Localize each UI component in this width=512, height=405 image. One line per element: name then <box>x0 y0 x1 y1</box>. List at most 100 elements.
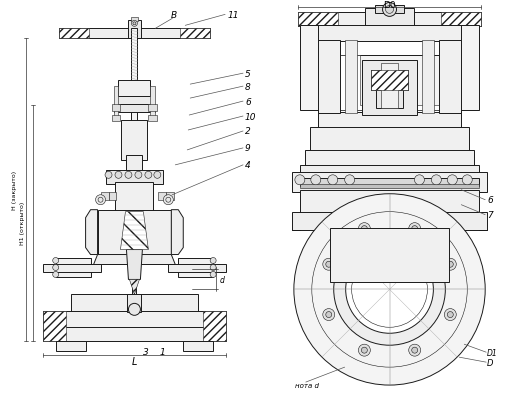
Bar <box>330 228 450 283</box>
Bar <box>441 13 481 27</box>
Polygon shape <box>320 56 459 111</box>
Text: 6: 6 <box>245 97 251 106</box>
Circle shape <box>210 258 216 264</box>
Polygon shape <box>126 250 142 280</box>
Circle shape <box>132 21 137 27</box>
Bar <box>300 178 479 186</box>
Bar <box>361 61 417 116</box>
Circle shape <box>210 272 216 278</box>
Bar <box>148 116 157 121</box>
Text: D1: D1 <box>487 348 498 357</box>
Text: 5: 5 <box>245 70 251 79</box>
Circle shape <box>386 6 394 14</box>
Polygon shape <box>120 212 148 250</box>
Bar <box>132 18 138 22</box>
Circle shape <box>154 172 161 179</box>
Circle shape <box>294 194 485 385</box>
Text: L: L <box>132 356 137 366</box>
Text: D0: D0 <box>383 1 396 10</box>
Circle shape <box>409 223 421 235</box>
Bar <box>300 190 479 215</box>
Bar <box>42 265 100 273</box>
Circle shape <box>163 195 173 205</box>
Circle shape <box>115 172 122 179</box>
Circle shape <box>210 265 216 271</box>
Bar <box>371 71 409 91</box>
Circle shape <box>382 3 396 17</box>
Bar <box>375 6 404 14</box>
Circle shape <box>412 226 418 232</box>
Bar <box>310 128 470 158</box>
Bar <box>121 121 147 160</box>
Text: D: D <box>487 358 494 367</box>
Bar <box>168 265 226 273</box>
Text: 9: 9 <box>245 144 251 153</box>
Bar <box>318 113 461 129</box>
Bar <box>59 29 89 39</box>
Polygon shape <box>42 311 66 341</box>
Text: 4: 4 <box>245 161 251 170</box>
Bar <box>114 87 118 117</box>
Circle shape <box>323 259 335 271</box>
Circle shape <box>334 234 445 345</box>
Circle shape <box>53 265 59 271</box>
Circle shape <box>328 175 338 185</box>
Bar <box>112 105 120 112</box>
Bar <box>298 13 481 27</box>
Circle shape <box>412 347 418 353</box>
Bar <box>42 311 226 329</box>
Circle shape <box>432 175 441 185</box>
Bar <box>112 116 120 121</box>
Bar <box>318 41 339 114</box>
Bar <box>178 258 213 278</box>
Circle shape <box>444 259 456 271</box>
Text: 11: 11 <box>227 11 239 20</box>
Circle shape <box>105 172 112 179</box>
Circle shape <box>96 195 105 205</box>
Bar <box>376 91 403 109</box>
Bar <box>183 341 213 351</box>
Text: нота d: нота d <box>295 382 319 388</box>
Bar <box>116 182 154 212</box>
Bar <box>129 21 141 39</box>
Polygon shape <box>172 210 183 255</box>
Text: 10: 10 <box>245 112 257 121</box>
Bar <box>422 41 434 114</box>
Text: 2: 2 <box>245 127 251 136</box>
Bar <box>148 105 157 112</box>
Bar <box>292 173 487 192</box>
Bar <box>118 81 151 103</box>
Circle shape <box>53 272 59 278</box>
Text: H (закрыто): H (закрыто) <box>12 171 17 210</box>
Bar <box>126 156 142 175</box>
Bar <box>345 41 357 114</box>
Polygon shape <box>130 280 139 295</box>
Circle shape <box>295 175 305 185</box>
Circle shape <box>414 175 424 185</box>
Circle shape <box>53 258 59 264</box>
Bar <box>132 29 137 164</box>
Bar <box>158 192 166 200</box>
Polygon shape <box>94 255 175 265</box>
Bar <box>42 328 226 341</box>
Bar <box>109 192 117 200</box>
Bar <box>114 105 155 113</box>
Circle shape <box>326 312 332 318</box>
Bar <box>127 295 141 313</box>
Circle shape <box>311 175 321 185</box>
Circle shape <box>462 175 472 185</box>
Bar <box>100 192 109 200</box>
Circle shape <box>409 344 421 356</box>
Polygon shape <box>86 210 98 255</box>
Circle shape <box>145 172 152 179</box>
Bar <box>305 151 474 168</box>
Bar <box>133 164 136 298</box>
Circle shape <box>447 312 453 318</box>
Polygon shape <box>203 311 226 341</box>
Bar <box>59 29 210 39</box>
Text: 7: 7 <box>487 211 493 220</box>
Text: B: B <box>171 11 177 20</box>
Polygon shape <box>300 26 479 111</box>
Text: 1: 1 <box>159 347 165 356</box>
Text: 3: 3 <box>142 347 148 356</box>
